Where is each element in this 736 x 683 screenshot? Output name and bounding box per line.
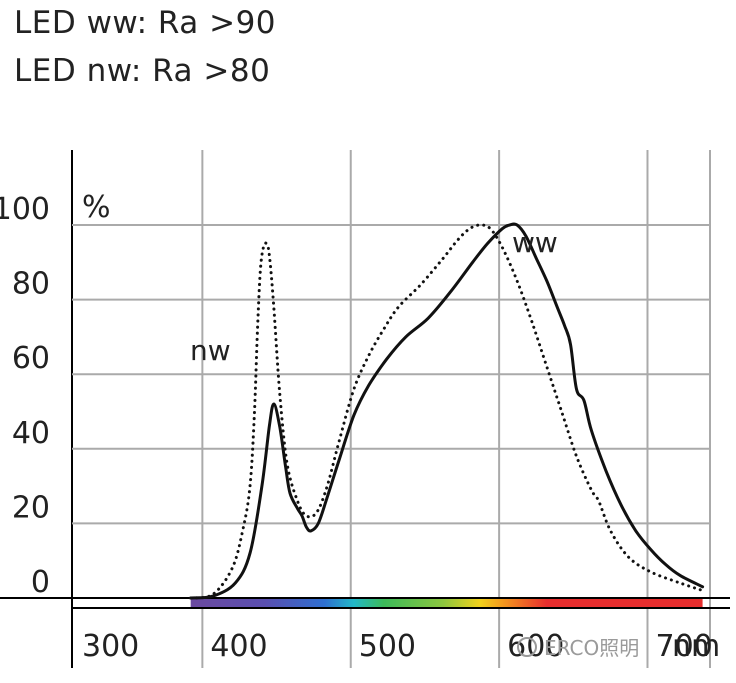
y-tick-label: 0 bbox=[31, 565, 50, 600]
x-unit-label: nm bbox=[672, 629, 720, 664]
y-tick-label: 100 bbox=[0, 192, 50, 227]
series-label-nw: nw bbox=[190, 334, 231, 367]
series-label-ww: ww bbox=[512, 226, 558, 259]
legend-ww-label: LED ww: Ra >90 bbox=[14, 5, 277, 41]
y-tick-label: 20 bbox=[12, 490, 50, 525]
watermark: ERCO照明 bbox=[517, 636, 639, 660]
spectrum-bar bbox=[190, 598, 703, 608]
y-tick-label: 80 bbox=[12, 267, 50, 302]
watermark-text: ERCO照明 bbox=[544, 636, 639, 660]
legend-nw-label: LED nw: Ra >80 bbox=[14, 53, 271, 89]
x-tick-label: 500 bbox=[359, 629, 416, 664]
x-tick-label: 300 bbox=[82, 629, 139, 664]
y-tick-label: 60 bbox=[12, 341, 50, 376]
y-tick-label: 40 bbox=[12, 416, 50, 451]
series-line-nw bbox=[189, 223, 705, 600]
x-tick-label: 400 bbox=[210, 629, 267, 664]
y-unit-label: % bbox=[82, 190, 111, 225]
x-tick-label: 700 bbox=[655, 629, 712, 664]
series-line-ww bbox=[189, 222, 705, 600]
